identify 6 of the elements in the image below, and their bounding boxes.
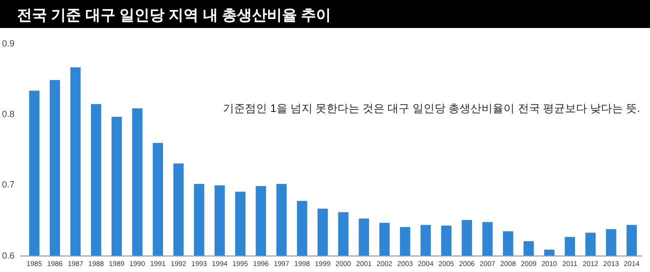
y-tick-label: 0.8 (2, 109, 15, 120)
y-tick-label: 0.9 (2, 38, 15, 48)
annotation: 기준점인 1을 넘지 못한다는 것은 대구 일인당 총생산비율이 전국 평균보다 낮다는 뜻. (223, 103, 640, 115)
y-tick-label: 0.7 (2, 180, 15, 190)
y-tick-label: 0.6 (2, 250, 15, 260)
title: 전국 기준 대구 일인당 지역 내 총생산비율 추이 (17, 7, 332, 24)
